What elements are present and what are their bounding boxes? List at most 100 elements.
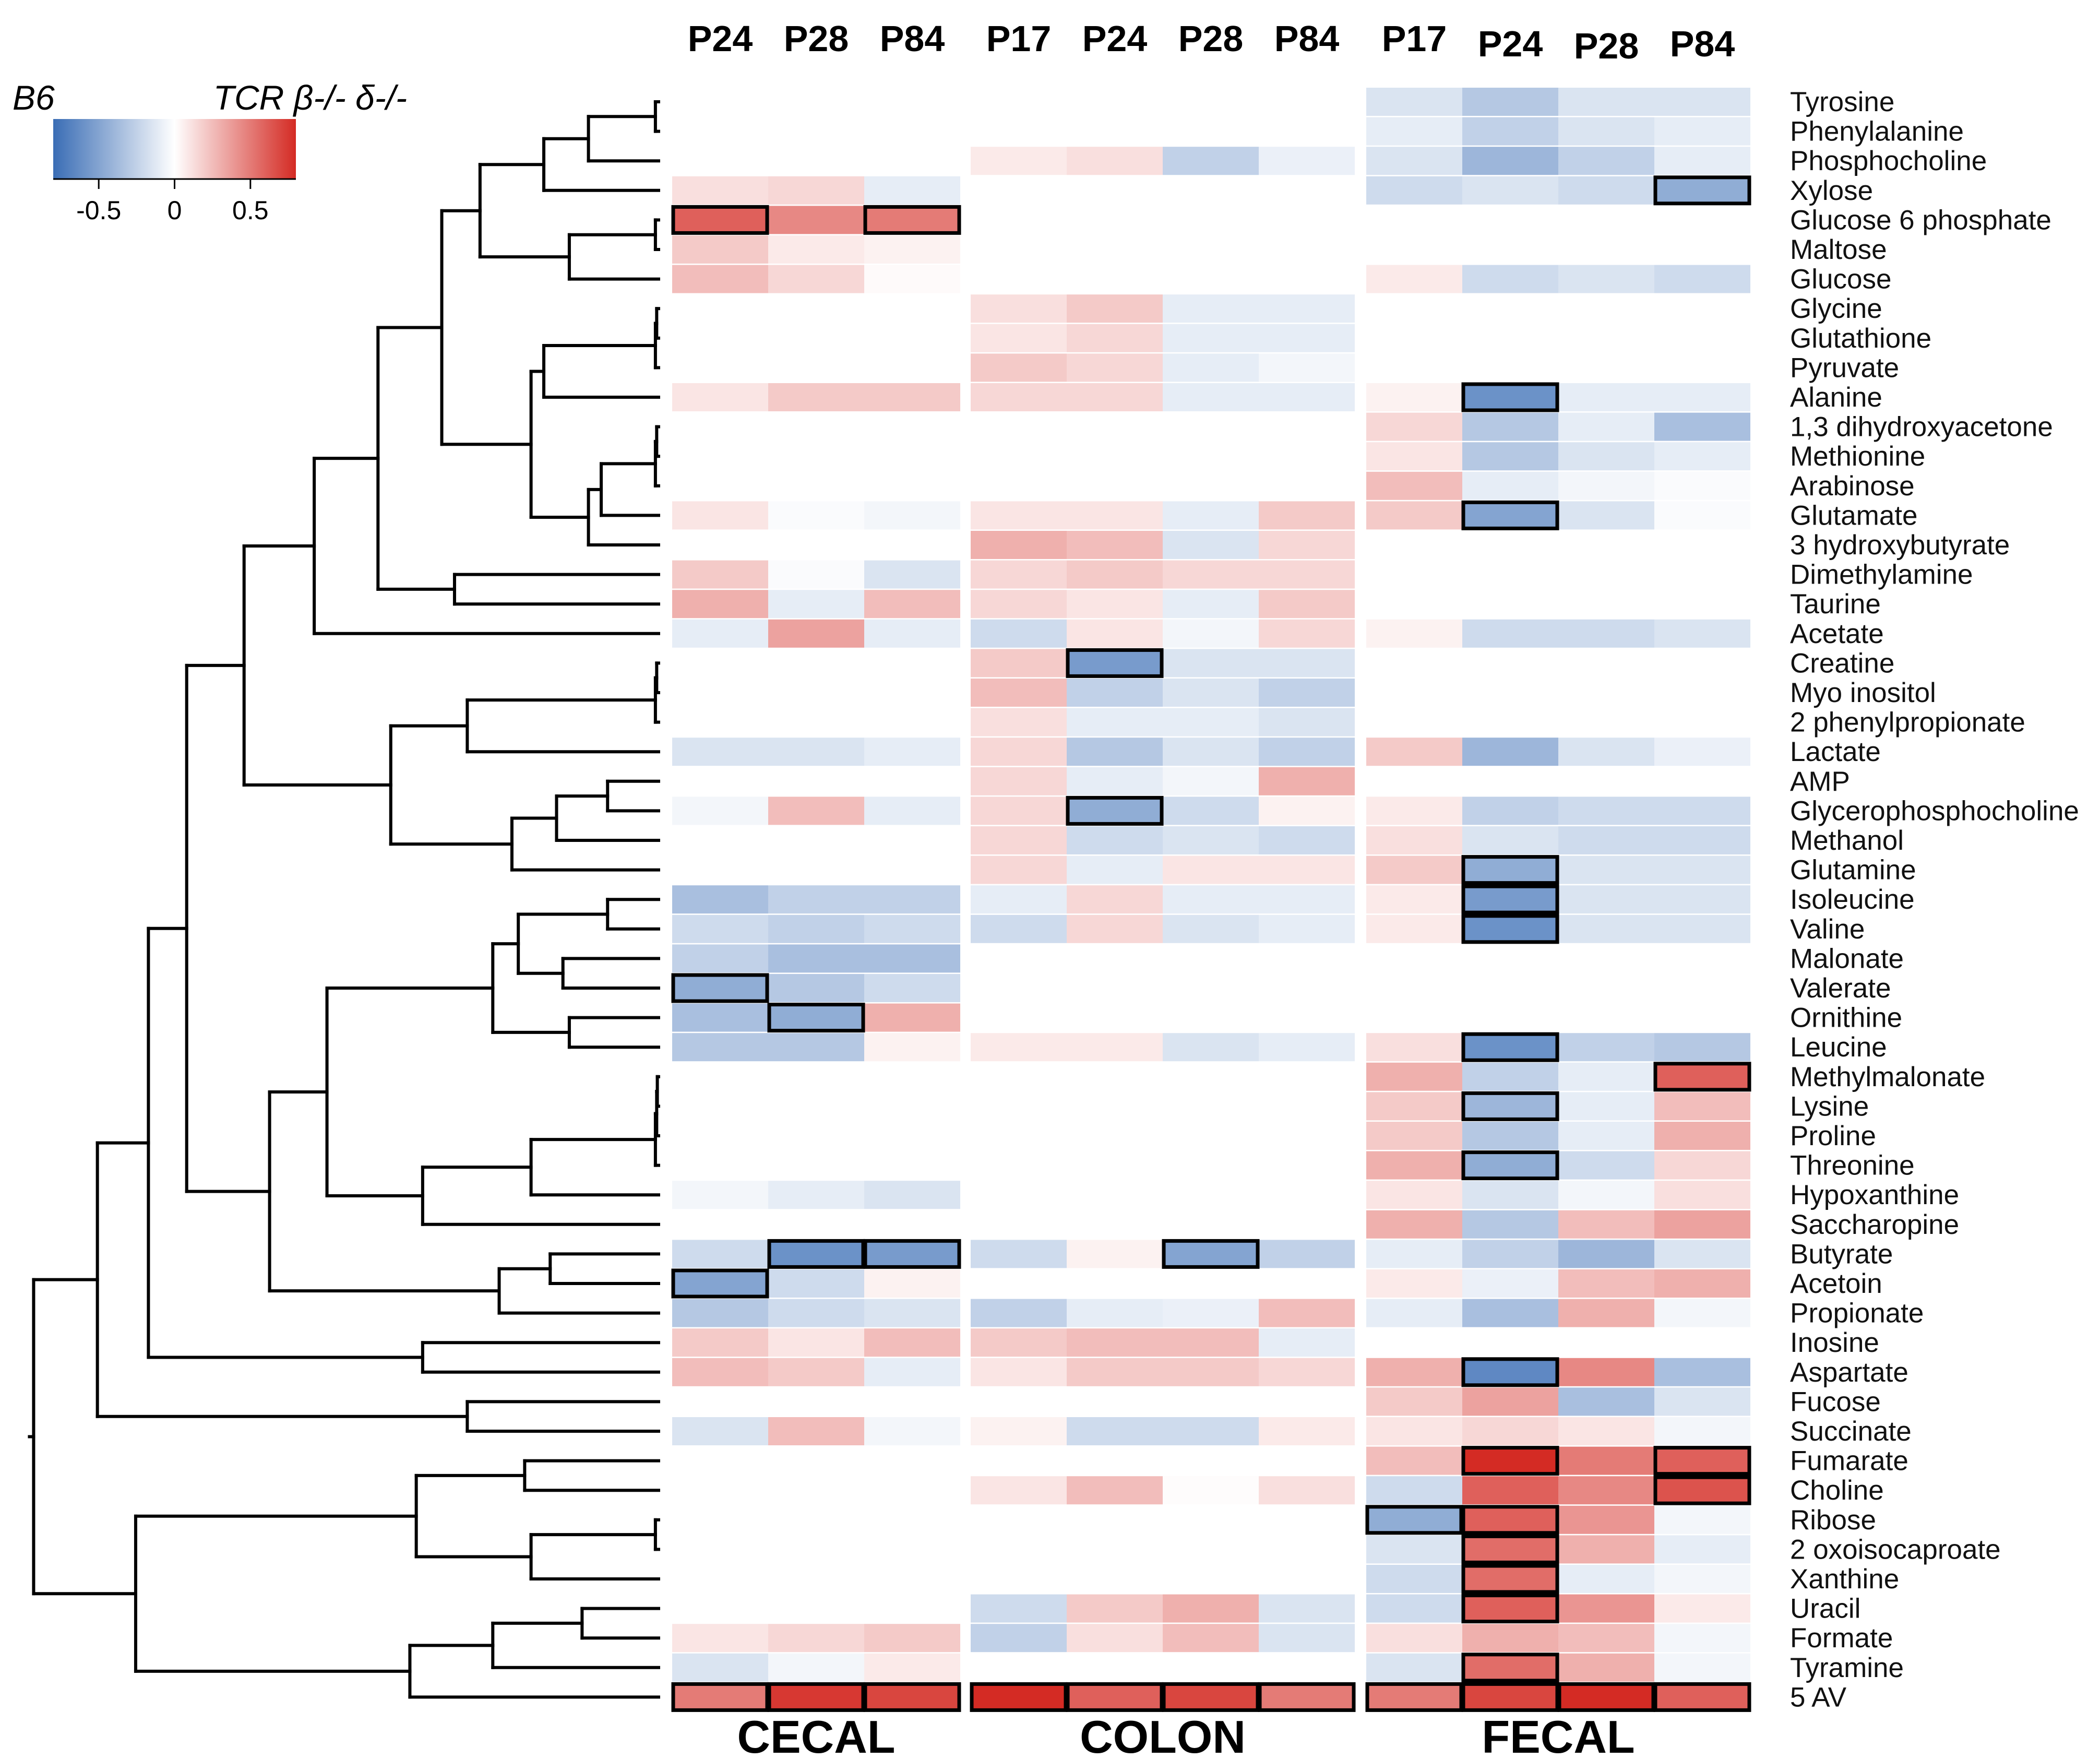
heatmap-cell-myo-inositol-3 <box>971 679 1067 707</box>
row-label-3-hydroxybutyrate: 3 hydroxybutyrate <box>1790 530 2010 561</box>
heatmap-cell-amp-5 <box>1163 767 1259 795</box>
heatmap-cell-ribose-8 <box>1462 1505 1558 1534</box>
heatmap-cell-leucine-1 <box>768 1033 864 1062</box>
heatmap-cell-5-av-4 <box>1067 1683 1163 1712</box>
heatmap-cell-succinate-7 <box>1366 1417 1462 1445</box>
heatmap-cell-amp-6 <box>1259 767 1355 795</box>
heatmap-cell-formate-6 <box>1259 1624 1355 1653</box>
heatmap-cell-dimethylamine-0 <box>672 560 768 589</box>
row-label-aspartate: Aspartate <box>1790 1357 1908 1388</box>
heatmap-cell-succinate-2 <box>864 1417 960 1445</box>
row-label-1-3-dihydroxyacetone: 1,3 dihydroxyacetone <box>1790 412 2053 443</box>
legend-low-title: B6 <box>13 78 55 117</box>
heatmap-cell-lactate-4 <box>1067 738 1163 766</box>
heatmap-cell-lactate-7 <box>1366 738 1462 766</box>
significant-cell-outline <box>671 973 769 1003</box>
heatmap-cell-lactate-5 <box>1163 738 1259 766</box>
heatmap-cell-inosine-5 <box>1163 1328 1259 1357</box>
heatmap-cell-glycerophosphocholine-4 <box>1067 797 1163 825</box>
heatmap-cell-xylose-0 <box>672 176 768 205</box>
row-dendrogram <box>28 100 660 1699</box>
column-header-colon-p84: P84 <box>1274 18 1340 59</box>
row-label-isoleucine: Isoleucine <box>1790 884 1915 915</box>
heatmap-cell-aspartate-2 <box>864 1358 960 1386</box>
heatmap-cell-fumarate-9 <box>1558 1446 1654 1475</box>
heatmap-cell-uracil-3 <box>971 1594 1067 1623</box>
heatmap-cell-leucine-3 <box>971 1033 1067 1062</box>
heatmap-cell-creatine-3 <box>971 649 1067 678</box>
heatmap-cell-choline-5 <box>1163 1476 1259 1505</box>
heatmap-cell-tyramine-2 <box>864 1653 960 1682</box>
column-header-cecal-p28: P28 <box>784 18 849 59</box>
heatmap-cell-2-oxoisocaproate-8 <box>1462 1535 1558 1564</box>
heatmap-cell-valerate-0 <box>672 974 768 1002</box>
heatmap-cell-phosphocholine-4 <box>1067 147 1163 175</box>
heatmap-cell-threonine-9 <box>1558 1151 1654 1180</box>
heatmap-cell-alanine-6 <box>1259 383 1355 411</box>
row-label-2-phenylpropionate: 2 phenylpropionate <box>1790 707 2025 738</box>
heatmap-cell-5-av-0 <box>672 1683 768 1712</box>
heatmap-cell-methylmalonate-8 <box>1462 1062 1558 1091</box>
heatmap-cell-isoleucine-8 <box>1462 885 1558 914</box>
heatmap-cell-myo-inositol-4 <box>1067 679 1163 707</box>
significant-cell-outline <box>863 1239 961 1269</box>
row-label-phosphocholine: Phosphocholine <box>1790 146 1987 176</box>
heatmap-cell-glutathione-4 <box>1067 324 1163 352</box>
heatmap-cell-proline-10 <box>1654 1122 1750 1150</box>
heatmap-cell-pyruvate-6 <box>1259 353 1355 382</box>
heatmap-cell-glycerophosphocholine-2 <box>864 797 960 825</box>
heatmap-cell-arabinose-7 <box>1366 471 1462 500</box>
heatmap-cell-aspartate-4 <box>1067 1358 1163 1386</box>
heatmap-cell-propionate-6 <box>1259 1299 1355 1327</box>
heatmap-cell-2-phenylpropionate-6 <box>1259 708 1355 736</box>
heatmap-cell-xylose-8 <box>1462 176 1558 205</box>
heatmap-cell-amp-3 <box>971 767 1067 795</box>
heatmap-cell-succinate-0 <box>672 1417 768 1445</box>
heatmap-cell-isoleucine-5 <box>1163 885 1259 914</box>
heatmap-cell-butyrate-4 <box>1067 1240 1163 1268</box>
heatmap-cell-proline-9 <box>1558 1122 1654 1150</box>
row-label-alanine: Alanine <box>1790 382 1882 413</box>
heatmap-cell-valine-4 <box>1067 914 1163 943</box>
heatmap-cell-5-av-10 <box>1654 1683 1750 1712</box>
row-label-glycine: Glycine <box>1790 293 1882 324</box>
heatmap-cell-uracil-10 <box>1654 1594 1750 1623</box>
heatmap-cells <box>672 88 1750 1712</box>
heatmap-cell-tyramine-7 <box>1366 1653 1462 1682</box>
row-label-methanol: Methanol <box>1790 825 1904 856</box>
heatmap-cell-aspartate-9 <box>1558 1358 1654 1386</box>
heatmap-cell-lysine-9 <box>1558 1092 1654 1121</box>
significant-cell-outline <box>1653 175 1751 206</box>
heatmap-cell-valine-7 <box>1366 914 1462 943</box>
significant-cell-outline <box>1066 795 1164 826</box>
heatmap-cell-arabinose-9 <box>1558 471 1654 500</box>
heatmap-cell-hypoxanthine-2 <box>864 1181 960 1209</box>
heatmap-cell-glycine-5 <box>1163 294 1259 323</box>
heatmap-cell-formate-8 <box>1462 1624 1558 1653</box>
heatmap-cell-methylmalonate-10 <box>1654 1062 1750 1091</box>
heatmap-cell-acetate-4 <box>1067 619 1163 648</box>
heatmap-cell-glucose-6-phosphate-0 <box>672 206 768 234</box>
heatmap-cell-uracil-7 <box>1366 1594 1462 1623</box>
row-label-ribose: Ribose <box>1790 1505 1876 1536</box>
significant-cell-outline <box>1461 1653 1559 1683</box>
heatmap-cell-acetate-9 <box>1558 619 1654 648</box>
heatmap-cell-arabinose-10 <box>1654 471 1750 500</box>
heatmap-cell-propionate-4 <box>1067 1299 1163 1327</box>
heatmap-cell-valine-0 <box>672 914 768 943</box>
heatmap-cell-acetoin-10 <box>1654 1269 1750 1298</box>
heatmap-cell-alanine-2 <box>864 383 960 411</box>
heatmap-cell-valerate-2 <box>864 974 960 1002</box>
significant-cell-outline <box>767 1239 865 1269</box>
heatmap-cell-valerate-1 <box>768 974 864 1002</box>
heatmap-cell-leucine-9 <box>1558 1033 1654 1062</box>
heatmap-cell-xylose-7 <box>1366 176 1462 205</box>
heatmap-cell-succinate-3 <box>971 1417 1067 1445</box>
heatmap-cell-valine-10 <box>1654 914 1750 943</box>
heatmap-cell-arabinose-8 <box>1462 471 1558 500</box>
heatmap-cell-formate-2 <box>864 1624 960 1653</box>
tissue-label-colon: COLON <box>1080 1711 1246 1759</box>
heatmap-cell-dimethylamine-1 <box>768 560 864 589</box>
heatmap-cell-choline-4 <box>1067 1476 1163 1505</box>
row-label-glutamate: Glutamate <box>1790 500 1918 531</box>
